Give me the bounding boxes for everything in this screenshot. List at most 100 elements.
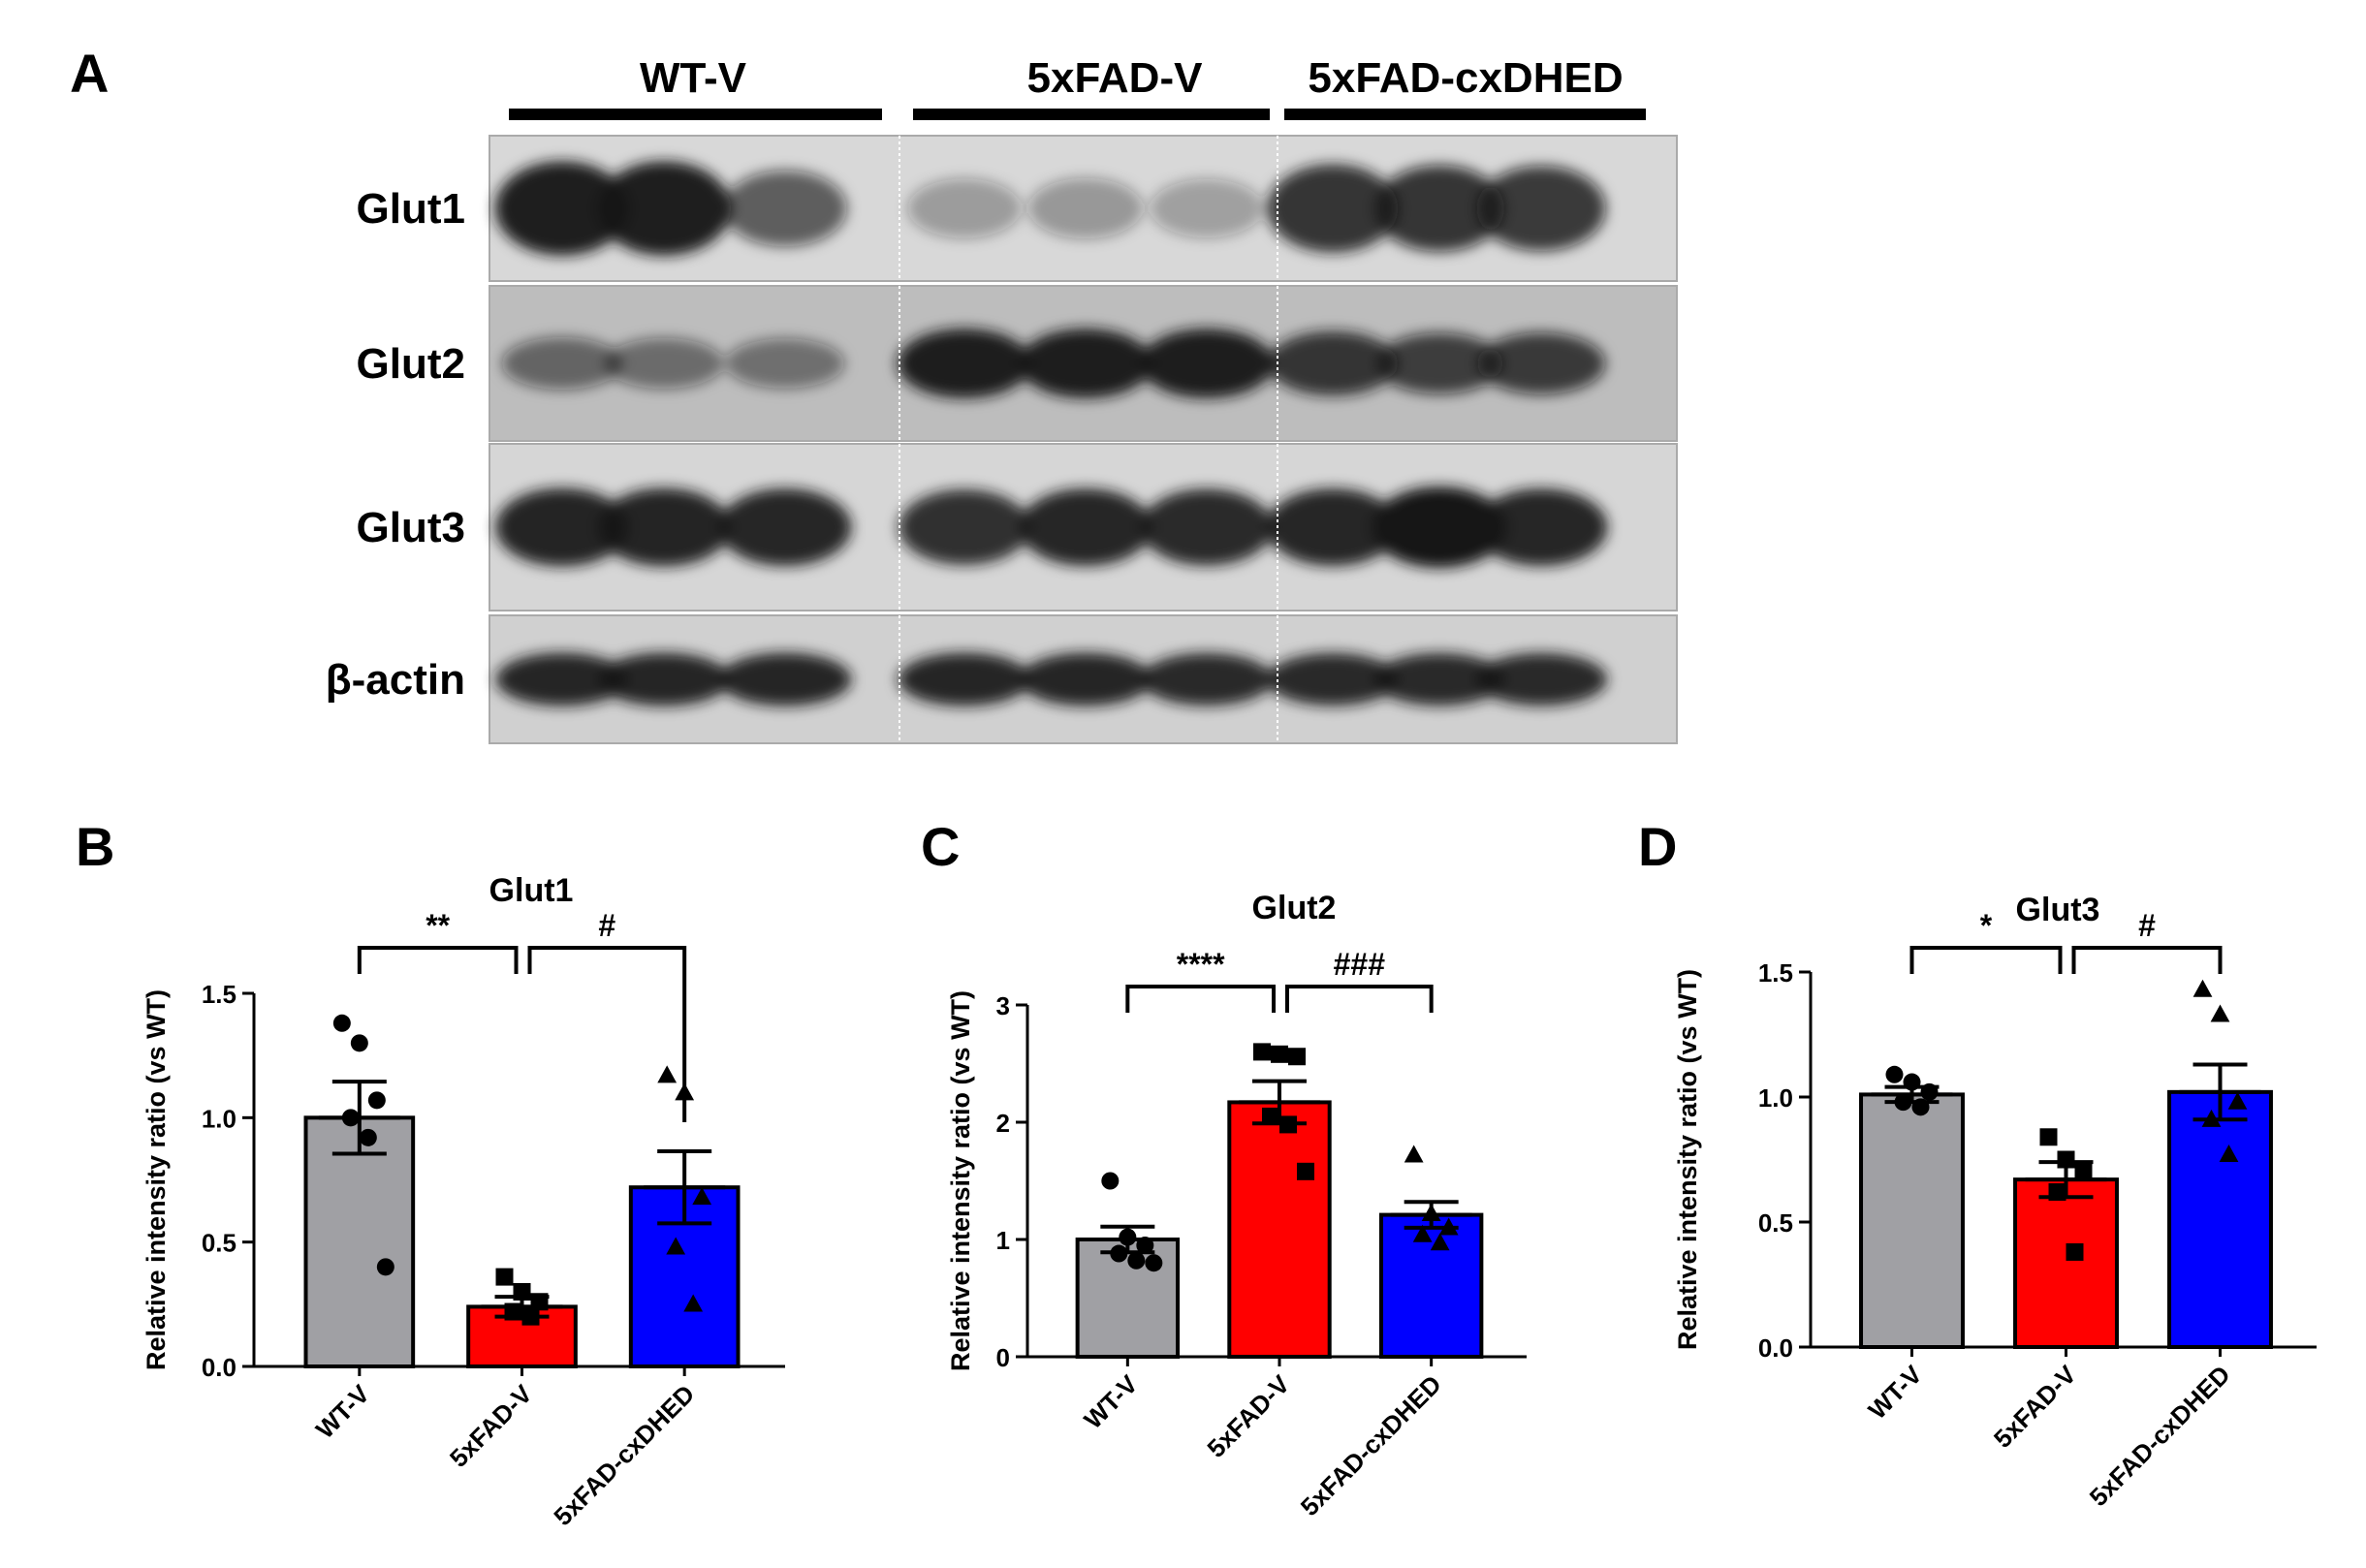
data-point-wt-v [1136, 1237, 1154, 1255]
data-point-5xfad-cxdhed [683, 1294, 704, 1312]
blot-row-glut1: Glut1 [357, 135, 1678, 282]
blot-band [597, 487, 731, 567]
blot-band [495, 487, 629, 567]
blot-row-label-glut1: Glut1 [357, 185, 465, 233]
y-axis-label: Relative intensity ratio (vs WT) [142, 989, 171, 1370]
group-header-wt-v: WT-V [640, 54, 747, 102]
chart-title: Glut1 [489, 872, 574, 909]
data-point-5xfad-cxdhed [2201, 1109, 2222, 1127]
blot-band [1267, 330, 1399, 396]
blot-row-label-actin: β-actin [326, 656, 465, 704]
blot-band [1476, 166, 1606, 251]
blot-band-group [495, 652, 1608, 706]
y-tick-label: 0.0 [202, 1353, 237, 1382]
blot-band [1375, 332, 1503, 394]
x-tick-label-5xfad-v: 5xFAD-V [444, 1379, 538, 1473]
data-point-wt-v [350, 1034, 368, 1052]
blot-band [1372, 486, 1507, 568]
x-tick-label-wt-v: WT-V [1863, 1360, 1929, 1426]
bracket-line [1285, 985, 1434, 1013]
bar-wt-v [303, 1115, 416, 1369]
blot-group-headers: WT-V 5xFAD-V 5xFAD-cxDHED [509, 54, 1646, 120]
data-point-wt-v [332, 1014, 351, 1032]
x-tick-label-wt-v: WT-V [1078, 1369, 1144, 1435]
error-bar-5xfad-cxdhed [644, 1148, 726, 1226]
blot-band [725, 338, 845, 389]
blot-row-actin: β-actin [326, 614, 1678, 744]
significance-bracket [1125, 985, 1276, 1013]
blot-band [1019, 652, 1152, 706]
data-point-5xfad-cxdhed [1412, 1224, 1433, 1242]
data-point-wt-v [1894, 1093, 1912, 1112]
data-point-5xfad-v [1279, 1115, 1297, 1134]
x-tick-label-5xfad-cxdhed: 5xFAD-cxDHED [548, 1379, 700, 1531]
panel-label-d: D [1638, 816, 1677, 877]
y-axis-label: Relative intensity ratio (vs WT) [1673, 969, 1702, 1350]
data-point-5xfad-cxdhed [666, 1237, 686, 1255]
blot-band [495, 652, 629, 706]
data-point-5xfad-cxdhed [2192, 979, 2213, 997]
data-point-5xfad-v [1271, 1045, 1288, 1063]
blot-band [597, 652, 731, 706]
blot-band [494, 161, 630, 256]
blot-band [899, 489, 1030, 565]
significance-bracket [357, 946, 519, 974]
x-tick-label-5xfad-v: 5xFAD-V [1201, 1369, 1295, 1463]
group-header-5xfad-cxdhed: 5xFAD-cxDHED [1308, 54, 1623, 102]
data-point-5xfad-v [1297, 1162, 1314, 1180]
blot-band [1266, 488, 1400, 566]
significance-bracket [1909, 946, 2063, 974]
y-tick-label: 0.0 [1758, 1333, 1793, 1363]
western-blot-panel: A WT-V 5xFAD-V 5xFAD-cxDHED Glut1Glut2Gl… [70, 43, 1678, 744]
data-point-5xfad-v [2066, 1242, 2084, 1261]
blot-band-group [494, 161, 1606, 256]
data-point-wt-v [1903, 1073, 1921, 1091]
error-bar-5xfad-cxdhed [2179, 1062, 2261, 1122]
blot-band-group [501, 329, 1606, 398]
bracket-line [527, 946, 687, 1122]
data-point-5xfad-cxdhed [1404, 1145, 1424, 1163]
data-point-5xfad-cxdhed [2227, 1091, 2248, 1110]
bar-wt-v [1859, 1092, 1965, 1350]
blot-band [1019, 488, 1152, 566]
data-point-5xfad-v [2039, 1128, 2058, 1146]
blot-band [1150, 178, 1264, 238]
y-tick-label: 1.5 [202, 980, 237, 1009]
bar-5xfad-v [2013, 1177, 2119, 1350]
data-point-wt-v [1920, 1082, 1939, 1101]
bar-wt-v [1075, 1238, 1181, 1359]
blot-row-glut3: Glut3 [357, 443, 1678, 612]
data-point-wt-v [359, 1128, 377, 1146]
blot-band [1140, 652, 1274, 706]
data-point-wt-v [1119, 1228, 1137, 1246]
blot-band-group [495, 486, 1608, 568]
data-point-wt-v [1885, 1065, 1904, 1083]
chart-panel-c: C Glut2 0 1 2 3 Relative intensity ratio (vs W… [921, 816, 1527, 1521]
blot-band [723, 170, 847, 247]
blot-band [596, 161, 732, 256]
blot-band [1267, 164, 1399, 253]
bar-5xfad-v [1227, 1100, 1332, 1360]
chart-title: Glut2 [1252, 890, 1337, 926]
blot-band [898, 652, 1031, 706]
blot-band [718, 652, 852, 706]
bracket-line [2071, 946, 2223, 974]
data-point-5xfad-cxdhed [692, 1187, 712, 1206]
blot-row-glut2: Glut2 [357, 285, 1678, 442]
blot-band [501, 336, 623, 391]
significance-label: # [2138, 908, 2156, 943]
data-point-wt-v [1911, 1098, 1930, 1116]
data-point-5xfad-v [1253, 1043, 1271, 1061]
data-point-5xfad-v [2057, 1150, 2075, 1169]
y-tick-label: 0 [996, 1343, 1010, 1372]
data-point-5xfad-cxdhed [1438, 1217, 1459, 1236]
bracket-line [1909, 946, 2063, 974]
blot-band [1476, 332, 1606, 394]
x-tick-label-wt-v: WT-V [310, 1379, 376, 1445]
blot-band [1018, 329, 1153, 398]
data-point-5xfad-v [495, 1268, 514, 1286]
data-point-wt-v [1110, 1244, 1128, 1263]
data-point-5xfad-cxdhed [657, 1065, 678, 1083]
chart-panel-d: D Glut3 0.0 0.5 1.0 1.5 Relative intensity rat… [1638, 816, 2317, 1512]
blot-band [1027, 177, 1144, 239]
